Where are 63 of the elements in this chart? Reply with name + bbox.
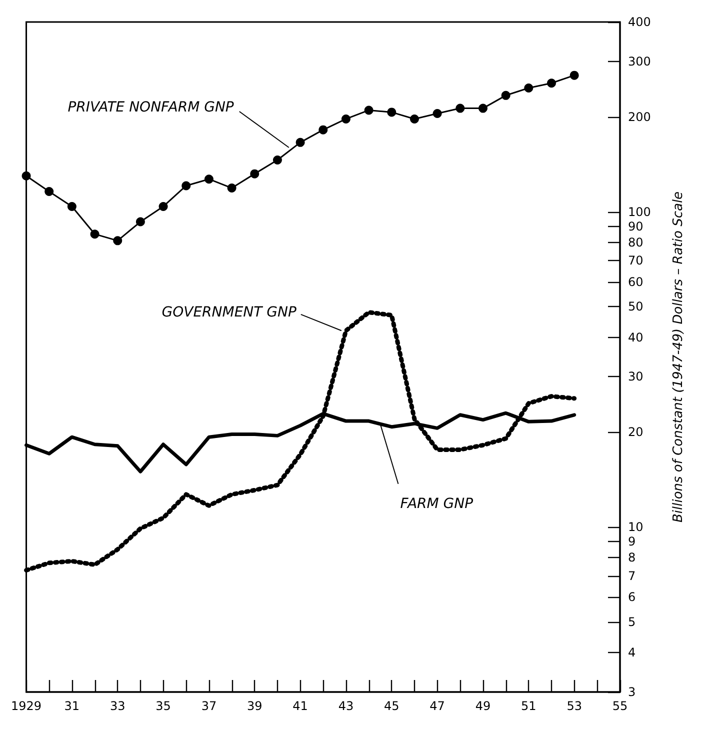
y-tick-label: 8 xyxy=(628,550,636,565)
point xyxy=(182,181,191,190)
point xyxy=(547,78,556,88)
point xyxy=(524,84,534,93)
x-tick-label: 45 xyxy=(384,699,400,713)
point xyxy=(318,125,328,134)
x-tick-label: 53 xyxy=(566,699,582,713)
point xyxy=(296,138,305,147)
point xyxy=(456,104,465,113)
point xyxy=(272,156,282,165)
y-tick-label: 4 xyxy=(628,646,636,660)
point xyxy=(204,174,214,184)
point xyxy=(22,171,31,180)
x-tick-label: 1929 xyxy=(10,699,42,713)
y-tick-label: 7 xyxy=(628,568,636,583)
y-tick-label: 200 xyxy=(628,110,651,124)
x-tick-label: 41 xyxy=(292,699,308,713)
y-tick-label: 5 xyxy=(628,615,636,630)
y-tick-label: 60 xyxy=(628,274,644,289)
point xyxy=(410,114,419,124)
x-tick-label: 49 xyxy=(475,699,491,713)
y-tick-label: 50 xyxy=(628,300,644,314)
point xyxy=(570,70,579,80)
x-tick-label: 37 xyxy=(201,699,217,713)
x-tick-label: 33 xyxy=(110,699,126,713)
x-tick-label: 31 xyxy=(64,699,80,713)
y-tick-label: 100 xyxy=(628,204,651,219)
annotation: GOVERNMENT GNP xyxy=(162,304,297,321)
y-tick-label: 20 xyxy=(628,425,644,440)
y-tick-label: 300 xyxy=(628,54,651,68)
x-tick-label: 35 xyxy=(156,699,171,713)
y-tick-label: 70 xyxy=(628,254,644,268)
point xyxy=(250,169,260,178)
y-tick-label: 30 xyxy=(628,370,644,384)
point xyxy=(478,104,488,113)
x-tick-label: 39 xyxy=(246,699,262,713)
point xyxy=(158,202,168,211)
y-tick-label: 80 xyxy=(628,235,644,250)
y-tick-label: 9 xyxy=(628,534,636,549)
x-tick-label: 51 xyxy=(521,699,536,713)
point xyxy=(67,202,76,211)
x-tick-label: 47 xyxy=(430,699,445,713)
y-axis-title: Billions of Constant (1947-49) Dollars – Ratio Scale xyxy=(671,191,686,523)
y-tick-label: 3 xyxy=(628,685,636,699)
point xyxy=(387,108,396,117)
point xyxy=(136,217,145,226)
x-tick-label: 55 xyxy=(612,699,628,713)
y-tick-label: 10 xyxy=(628,520,644,534)
point xyxy=(227,184,236,193)
annotation: PRIVATE NONFARM GNP xyxy=(68,99,234,116)
y-tick-label: 6 xyxy=(628,590,636,604)
annotation: FARM GNP xyxy=(400,496,474,512)
point xyxy=(113,236,122,246)
y-tick-label: 40 xyxy=(628,330,644,344)
point xyxy=(501,90,510,100)
y-tick-label: 400 xyxy=(628,15,651,29)
x-tick-label: 43 xyxy=(338,699,354,713)
point xyxy=(44,187,54,196)
point xyxy=(432,109,442,118)
y-tick-label: 90 xyxy=(628,219,644,234)
point xyxy=(364,106,374,115)
point xyxy=(90,230,100,239)
point xyxy=(341,114,350,124)
